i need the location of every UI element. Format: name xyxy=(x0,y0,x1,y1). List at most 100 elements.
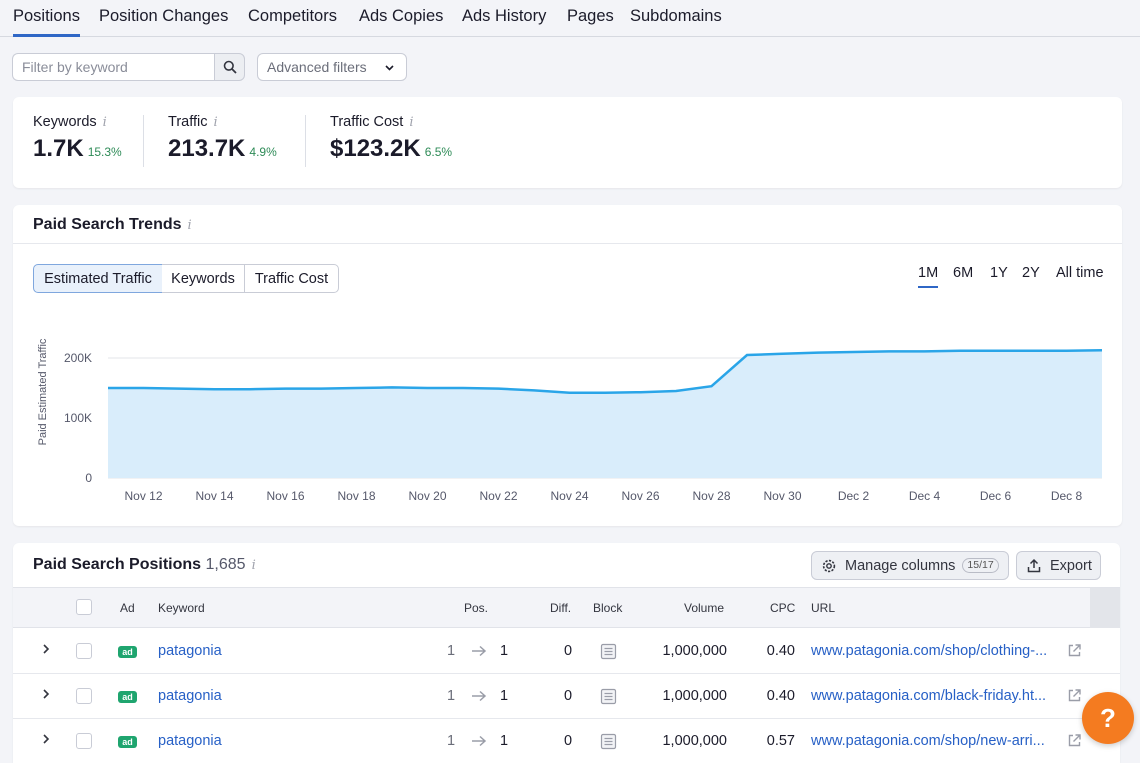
keyword-link[interactable]: patagonia xyxy=(158,688,222,704)
export-button[interactable]: Export xyxy=(1016,551,1101,580)
select-all-checkbox[interactable] xyxy=(76,599,92,615)
export-label: Export xyxy=(1050,557,1092,574)
divider xyxy=(143,115,144,167)
summary-card: Keywords i 1.7K 15.3% Traffic i 213.7K 4.9% … xyxy=(13,97,1122,188)
url-link[interactable]: www.patagonia.com/black-friday.ht... xyxy=(811,688,1047,704)
tab-pages[interactable]: Pages xyxy=(567,7,614,25)
period-2y[interactable]: 2Y xyxy=(1022,265,1040,281)
column-header-keyword[interactable]: Keyword xyxy=(158,601,205,615)
x-tick-label: Nov 24 xyxy=(550,489,588,503)
column-header-block[interactable]: Block xyxy=(593,601,623,615)
x-tick-label: Nov 20 xyxy=(408,489,446,503)
positions-title-text: Paid Search Positions xyxy=(33,556,202,573)
table-row: ad patagonia 1 1 0 1,000,000 0.40 www.pa… xyxy=(13,674,1120,719)
x-tick-label: Nov 30 xyxy=(763,489,801,503)
x-tick-label: Nov 16 xyxy=(266,489,304,503)
tab-ads-copies[interactable]: Ads Copies xyxy=(359,7,444,25)
x-tick-label: Dec 2 xyxy=(838,489,870,503)
period-1m[interactable]: 1M xyxy=(918,265,939,288)
row-checkbox[interactable] xyxy=(76,643,92,659)
scrollbar-track[interactable] xyxy=(1090,588,1120,628)
period-all-time[interactable]: All time xyxy=(1056,265,1104,281)
position-to: 1 xyxy=(500,733,509,749)
chevron-right-icon[interactable] xyxy=(41,688,51,700)
column-header-url[interactable]: URL xyxy=(811,601,836,615)
block-icon[interactable] xyxy=(600,688,617,705)
series-line xyxy=(108,348,1103,395)
y-axis-label: Paid Estimated Traffic xyxy=(37,338,49,445)
info-icon[interactable]: i xyxy=(102,115,107,130)
advanced-filters-button[interactable]: Advanced filters xyxy=(257,53,407,81)
table-header: Ad Keyword Pos. Diff. Block Volume CPC U… xyxy=(13,587,1120,628)
volume-value: 1,000,000 xyxy=(662,688,727,704)
column-header-diff[interactable]: Diff. xyxy=(550,601,572,615)
metric-traffic: Traffic i 213.7K 4.9% xyxy=(168,114,277,163)
positions-count: 1,685 xyxy=(205,556,246,573)
metric-change: 15.3% xyxy=(87,145,122,159)
tab-ads-history[interactable]: Ads History xyxy=(462,7,547,25)
cpc-value: 0.40 xyxy=(766,688,795,704)
ad-badge: ad xyxy=(118,736,137,748)
x-tick-label: Dec 8 xyxy=(1051,489,1083,503)
paid-search-positions-card: Paid Search Positions 1,685 i Manage colu… xyxy=(13,543,1120,763)
external-link-icon[interactable] xyxy=(1067,643,1082,658)
metric-value: 1.7K xyxy=(33,135,84,162)
help-button[interactable]: ? xyxy=(1082,692,1134,744)
info-icon[interactable]: i xyxy=(409,115,414,130)
arrow-right-icon xyxy=(472,735,487,747)
external-link-icon[interactable] xyxy=(1067,688,1082,703)
column-header-volume[interactable]: Volume xyxy=(684,601,725,615)
keyword-link[interactable]: patagonia xyxy=(158,643,222,659)
block-icon[interactable] xyxy=(600,733,617,750)
period-6m[interactable]: 6M xyxy=(953,265,974,281)
x-tick-label: Nov 22 xyxy=(479,489,517,503)
url-link[interactable]: www.patagonia.com/shop/clothing-... xyxy=(811,643,1048,659)
tab-subdomains[interactable]: Subdomains xyxy=(630,7,722,25)
trends-title: Paid Search Trends i xyxy=(33,216,192,234)
segment-estimated-traffic[interactable]: Estimated Traffic xyxy=(33,264,163,293)
keyword-filter-input[interactable] xyxy=(12,53,215,81)
position-to: 1 xyxy=(500,688,509,704)
x-tick-label: Dec 6 xyxy=(980,489,1012,503)
column-header-cpc[interactable]: CPC xyxy=(770,601,796,615)
position-diff: 0 xyxy=(564,733,573,749)
y-tick-label: 0 xyxy=(85,471,92,485)
chevron-right-icon[interactable] xyxy=(41,733,51,745)
position-to: 1 xyxy=(500,643,509,659)
row-checkbox[interactable] xyxy=(76,733,92,749)
info-icon[interactable]: i xyxy=(251,558,256,573)
x-tick-label: Nov 14 xyxy=(195,489,233,503)
volume-value: 1,000,000 xyxy=(662,733,727,749)
export-icon xyxy=(1027,558,1041,572)
table-row: ad patagonia 1 1 0 1,000,000 0.40 www.pa… xyxy=(13,629,1120,674)
segment-traffic-cost[interactable]: Traffic Cost xyxy=(244,264,339,293)
gear-icon xyxy=(822,559,836,572)
metric-label: Traffic Cost xyxy=(330,114,404,130)
external-link-icon[interactable] xyxy=(1067,733,1082,748)
tab-competitors[interactable]: Competitors xyxy=(248,7,337,25)
search-button[interactable] xyxy=(214,53,245,81)
tab-positions[interactable]: Positions xyxy=(13,6,80,37)
ad-badge: ad xyxy=(118,646,137,658)
block-icon[interactable] xyxy=(600,643,617,660)
info-icon[interactable]: i xyxy=(213,115,218,130)
y-tick-label: 100K xyxy=(64,411,92,425)
position-from: 1 xyxy=(447,733,456,749)
position-from: 1 xyxy=(447,643,456,659)
volume-value: 1,000,000 xyxy=(662,643,727,659)
column-header-position[interactable]: Pos. xyxy=(464,601,489,615)
keyword-link[interactable]: patagonia xyxy=(158,733,222,749)
tab-position-changes[interactable]: Position Changes xyxy=(99,7,229,25)
cpc-value: 0.40 xyxy=(766,643,795,659)
chevron-right-icon[interactable] xyxy=(41,643,51,655)
info-icon[interactable]: i xyxy=(187,218,192,233)
manage-columns-button[interactable]: Manage columns 15/17 xyxy=(811,551,1009,580)
row-checkbox[interactable] xyxy=(76,688,92,704)
segment-keywords[interactable]: Keywords xyxy=(162,264,245,293)
y-tick-label: 200K xyxy=(64,351,92,365)
url-link[interactable]: www.patagonia.com/shop/new-arri... xyxy=(811,733,1045,749)
ad-badge: ad xyxy=(118,691,137,703)
column-header-ad[interactable]: Ad xyxy=(120,601,135,615)
period-1y[interactable]: 1Y xyxy=(990,265,1008,281)
x-tick-label: Nov 26 xyxy=(621,489,659,503)
